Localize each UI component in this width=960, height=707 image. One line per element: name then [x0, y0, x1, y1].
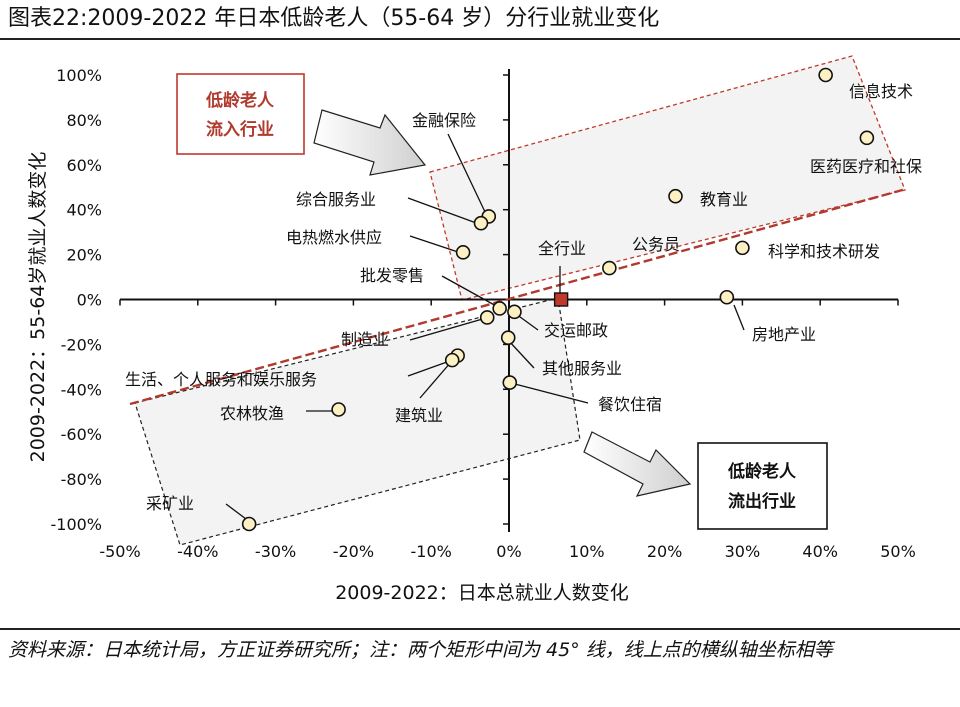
reference-45-line	[129, 187, 907, 406]
point-label: 采矿业	[146, 494, 194, 513]
x-tick-label: 30%	[725, 542, 761, 561]
upper-left-region-fill	[430, 56, 905, 300]
leader-line	[409, 235, 462, 254]
x-tick-label: 40%	[802, 542, 838, 561]
point-label: 综合服务业	[296, 190, 376, 209]
scatter-chart: -50% -40% -30% -20% -10% 0% 10% 20% 30% 40% 50% 100…	[27, 55, 922, 604]
point-label: 公务员	[632, 235, 680, 254]
point-label: 房地产业	[752, 325, 816, 344]
data-points	[241, 67, 875, 532]
y-tick-label: -40%	[61, 380, 102, 399]
point-label: 科学和技术研发	[768, 242, 880, 261]
data-point	[500, 330, 516, 345]
point-label: 交运邮政	[544, 321, 608, 340]
inflow-box	[176, 73, 305, 155]
leader-line	[507, 339, 535, 369]
x-tick-label: -20%	[333, 542, 374, 561]
y-axis-title: 2009-2022：55-64岁就业人数变化	[27, 152, 49, 463]
data-point	[602, 260, 617, 276]
data-point	[455, 245, 471, 260]
inflow-box-line-1: 低龄老人	[205, 90, 275, 111]
x-tick-label: 0%	[496, 542, 521, 561]
lower-right-region-fill	[135, 298, 580, 545]
axes: -50% -40% -30% -20% -10% 0% 10% 20% 30% 40% 50% 100…	[50, 66, 915, 561]
leader-line	[733, 304, 745, 331]
point-label: 制造业	[341, 330, 389, 349]
point-label: 医药医疗和社保	[810, 157, 922, 176]
y-tick-label: 80%	[66, 111, 102, 130]
point-label: 生活、个人服务和娱乐服务	[125, 370, 317, 389]
point-label: 全行业	[538, 239, 586, 258]
x-tick-label: -50%	[99, 542, 140, 561]
inflow-arrow	[313, 109, 427, 176]
x-tick-label: -40%	[177, 542, 218, 561]
data-point	[668, 188, 683, 204]
point-label: 餐饮住宿	[598, 395, 662, 414]
data-point	[444, 352, 460, 368]
point-label: 信息技术	[849, 82, 913, 101]
upper-left-region-frame	[429, 55, 906, 301]
x-tick-label: -30%	[255, 542, 296, 561]
y-tick-label: -100%	[50, 515, 102, 534]
data-point	[719, 289, 735, 305]
outflow-arrow	[583, 431, 692, 497]
y-tick-label: 100%	[56, 66, 102, 85]
data-point	[735, 240, 750, 256]
data-point	[492, 301, 507, 316]
x-tick-label: 10%	[569, 542, 605, 561]
inflow-box-line-2: 流入行业	[206, 119, 274, 140]
lower-right-region-frame	[134, 297, 581, 546]
outflow-box-line-2: 流出行业	[728, 491, 796, 512]
point-label: 建筑业	[395, 406, 443, 425]
point-label: 金融保险	[412, 111, 476, 130]
total-marker	[553, 292, 569, 307]
y-tick-label: 0%	[77, 291, 102, 310]
outflow-box-line-1: 低龄老人	[727, 461, 797, 482]
y-tick-label: -20%	[61, 335, 102, 354]
data-point	[502, 375, 518, 390]
data-point	[473, 215, 489, 231]
point-label: 其他服务业	[542, 359, 622, 378]
point-label: 教育业	[700, 190, 748, 209]
region-boxes	[134, 55, 906, 546]
figure-title: 图表22:2009-2022 年日本低龄老人（55-64 岁）分行业就业变化	[8, 6, 660, 31]
x-tick-label: -10%	[411, 542, 452, 561]
data-point	[507, 304, 522, 320]
data-point	[818, 67, 833, 83]
data-point	[331, 402, 346, 417]
leader-lines	[225, 133, 745, 523]
source-note: 资料来源：日本统计局，方正证券研究所；注：两个矩形中间为 45° 线，线上点的横…	[8, 639, 833, 661]
y-tick-label: 20%	[66, 246, 102, 265]
leader-line	[409, 317, 487, 341]
y-tick-label: -60%	[61, 425, 102, 444]
leader-line	[441, 275, 499, 308]
top-rule	[0, 38, 960, 40]
x-tick-label: 20%	[647, 542, 683, 561]
bottom-rule	[0, 628, 960, 630]
leader-line	[510, 382, 589, 404]
leader-line	[447, 133, 487, 215]
leader-line	[407, 197, 480, 225]
y-tick-label: -80%	[61, 470, 102, 489]
x-axis-title: 2009-2022：日本总就业人数变化	[335, 582, 629, 604]
data-point	[241, 516, 257, 532]
data-point	[479, 310, 495, 325]
point-label: 农林牧渔	[220, 404, 284, 423]
data-point	[859, 130, 875, 146]
y-tick-label: 60%	[66, 156, 102, 175]
outflow-box	[697, 442, 828, 530]
x-tick-label: 50%	[880, 542, 916, 561]
y-tick-label: 40%	[66, 201, 102, 220]
point-label: 批发零售	[360, 266, 424, 285]
leader-line	[419, 361, 452, 399]
point-label: 电热燃水供应	[286, 228, 382, 247]
